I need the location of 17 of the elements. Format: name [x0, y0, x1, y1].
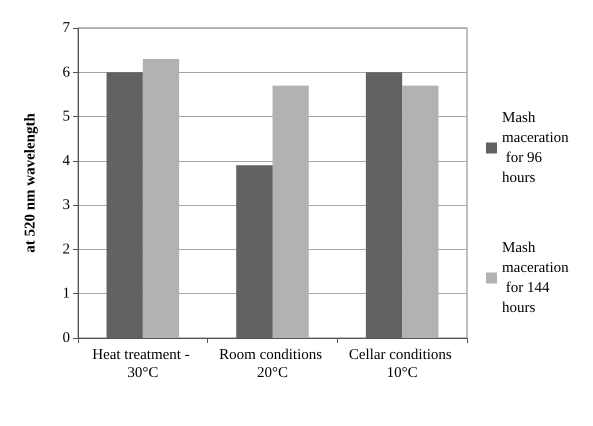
- y-axis-title: at 520 nm wavelength: [22, 112, 38, 253]
- legend-label: Mash maceration for 144 hours: [502, 240, 570, 316]
- y-tick-label: 6: [62, 64, 70, 80]
- x-tick-label: Room conditions 20°C: [219, 347, 326, 381]
- bar: [366, 72, 402, 338]
- y-tick-label: 1: [62, 286, 70, 302]
- y-tick-label: 3: [62, 197, 70, 214]
- y-tick-label: 2: [62, 241, 70, 258]
- y-tick-label: 4: [62, 152, 70, 169]
- y-tick-label: 0: [62, 330, 70, 346]
- y-tick-label: 7: [62, 20, 70, 36]
- y-tick-label: 5: [62, 108, 70, 125]
- bar: [236, 165, 272, 338]
- bar: [106, 72, 143, 338]
- x-tick-label: Heat treatment - 30°C: [92, 347, 194, 381]
- x-tick-label: Cellar conditions 10°C: [348, 347, 456, 381]
- legend-label: Mash maceration for 96 hours: [502, 110, 570, 186]
